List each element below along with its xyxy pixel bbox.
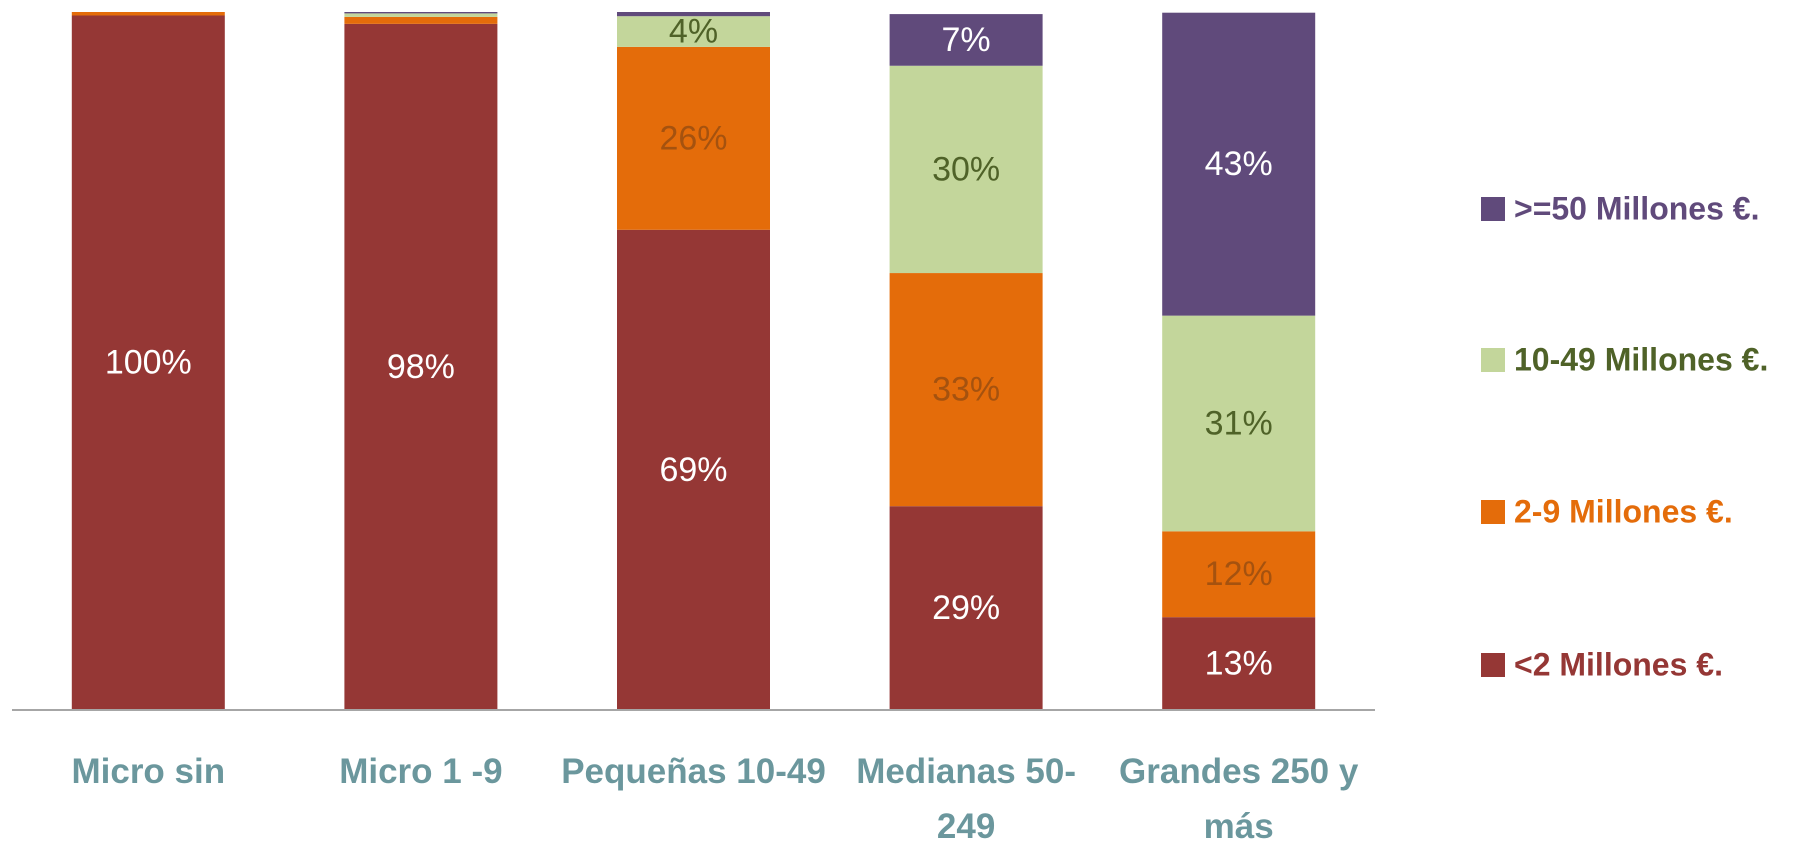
bar-segment (1162, 617, 1316, 710)
bar-segment (1162, 315, 1316, 532)
data-label: 31% (1205, 404, 1273, 442)
x-tick-label: Micro sin (71, 752, 226, 791)
bar-segment (617, 46, 770, 230)
data-label: 26% (659, 119, 727, 157)
legend-swatch (1481, 348, 1505, 372)
bar-segment (889, 506, 1043, 710)
legend-label: >=50 Millones €. (1514, 190, 1759, 226)
bar-segment (889, 65, 1043, 274)
legend-swatch (1481, 197, 1505, 221)
data-label: 7% (942, 21, 991, 59)
bar-segment (889, 14, 1043, 66)
x-tick-label: Micro 1 -9 (339, 752, 503, 791)
bar-segment (344, 23, 498, 710)
x-tick-label: Pequeñas 10-49 (561, 752, 826, 791)
x-tick-label: Medianas 50-249 (856, 752, 1076, 843)
data-label: 13% (1205, 645, 1273, 683)
data-label: 100% (105, 344, 192, 382)
bar-segment (71, 12, 225, 16)
legend-label: 2-9 Millones €. (1514, 493, 1733, 529)
data-label: 33% (932, 371, 1000, 409)
bar-segment (344, 13, 498, 17)
bar-segment (1162, 12, 1316, 316)
bar-segment (344, 12, 498, 14)
legend-swatch (1481, 653, 1505, 677)
data-label: 98% (387, 348, 455, 386)
data-label: 12% (1205, 555, 1273, 593)
bar-segment (617, 16, 770, 47)
bar-segment (617, 229, 770, 710)
data-label: 4% (669, 13, 718, 51)
legend-label: <2 Millones €. (1514, 646, 1723, 682)
bar-segment (344, 16, 498, 24)
legend-swatch (1481, 500, 1505, 524)
bar-segment (617, 12, 770, 17)
bar-segment (71, 15, 225, 711)
data-label: 43% (1205, 145, 1273, 183)
x-tick-label: Grandes 250 y más (1119, 752, 1359, 843)
legend-label: 10-49 Millones €. (1514, 341, 1768, 377)
data-label: 30% (932, 150, 1000, 188)
bar-segment (889, 273, 1043, 507)
data-label: 29% (932, 589, 1000, 627)
bar-segment (1162, 531, 1316, 618)
data-label: 69% (659, 451, 727, 489)
